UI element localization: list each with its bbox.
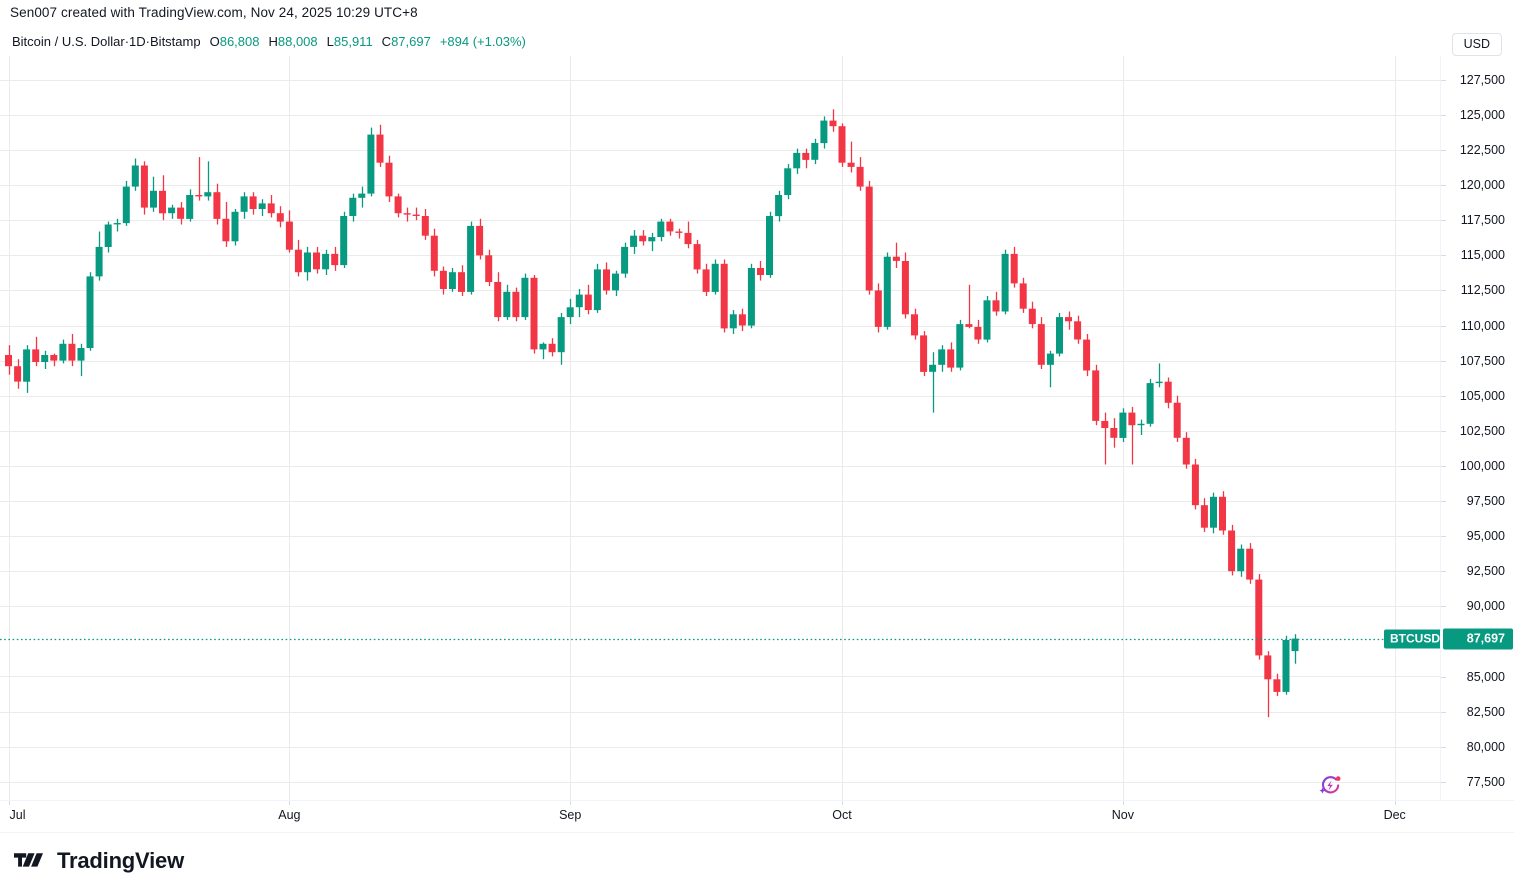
current-price-tag-symbol: BTCUSD — [1390, 631, 1440, 646]
price-tick — [1441, 781, 1446, 783]
legend-close: C87,697 — [382, 34, 431, 49]
price-label: 127,500 — [1459, 72, 1505, 87]
time-label: Oct — [832, 808, 852, 822]
price-label: 107,500 — [1459, 353, 1505, 368]
tradingview-logo[interactable]: TradingView — [14, 848, 184, 874]
footer-bar: TradingView — [0, 832, 1514, 887]
legend-high: H88,008 — [268, 34, 317, 49]
time-tick — [1123, 801, 1124, 805]
price-label: 100,000 — [1459, 458, 1505, 473]
price-tick — [1441, 430, 1446, 432]
price-tick — [1441, 571, 1446, 573]
price-tick — [1441, 536, 1446, 538]
time-label: Sep — [559, 808, 582, 822]
legend-low-value: 85,911 — [333, 34, 373, 49]
time-scale[interactable]: Jul Aug Sep Oct Nov Dec — [0, 800, 1514, 833]
price-tick — [1441, 325, 1446, 327]
legend-open-value: 86,808 — [219, 34, 260, 49]
price-label: 115,000 — [1460, 248, 1505, 263]
price-label: 125,000 — [1459, 108, 1505, 122]
candlestick-svg — [0, 56, 1440, 800]
time-tick — [570, 801, 571, 805]
time-tick — [289, 801, 290, 805]
price-tick — [1441, 255, 1446, 257]
legend-separator-2: · — [145, 34, 151, 49]
legend-high-value: 88,008 — [277, 34, 318, 49]
legend-exchange[interactable]: Bitstamp — [150, 34, 201, 49]
price-tick — [1441, 115, 1446, 116]
legend-separator-1: · — [124, 34, 130, 49]
price-tick — [1441, 290, 1446, 292]
time-tick — [1395, 801, 1396, 805]
legend-high-label: H — [268, 34, 278, 49]
price-label: 97,500 — [1466, 494, 1505, 508]
price-tick — [1441, 746, 1446, 748]
currency-pill[interactable]: USD — [1451, 33, 1502, 56]
price-tick — [1441, 395, 1446, 397]
attribution-text: Sen007 created with TradingView.com, Nov… — [10, 5, 418, 20]
price-scale[interactable]: 127,500 125,000 122,500 120,000 117,500 115,0… — [1440, 56, 1514, 800]
price-label: 120,000 — [1459, 178, 1505, 193]
legend-close-value: 87,697 — [391, 34, 431, 49]
legend-change: +894 (+1.03%) — [439, 34, 526, 49]
time-label: Aug — [278, 808, 301, 822]
price-tick — [1441, 711, 1446, 713]
price-tick — [1441, 185, 1446, 187]
price-label: 85,000 — [1466, 669, 1505, 684]
price-label: 117,500 — [1460, 213, 1505, 228]
legend-interval[interactable]: 1D — [129, 34, 146, 49]
tradingview-logo-text: TradingView — [57, 847, 184, 873]
legend-symbol[interactable]: Bitcoin / U.S. Dollar — [12, 34, 125, 49]
price-label: 95,000 — [1466, 529, 1505, 544]
price-label: 77,500 — [1466, 774, 1505, 789]
price-label: 80,000 — [1466, 739, 1505, 754]
price-tick — [1441, 465, 1446, 467]
price-label: 82,500 — [1466, 704, 1505, 719]
price-label: 110,000 — [1460, 318, 1505, 333]
legend-low: L85,911 — [327, 34, 373, 49]
ai-sparkle-icon[interactable] — [1317, 773, 1343, 799]
legend-low-label: L — [326, 34, 334, 49]
price-label: 92,500 — [1466, 564, 1505, 579]
current-price-label: 87,697 — [1443, 628, 1513, 650]
price-label: 102,500 — [1459, 423, 1505, 438]
legend-close-label: C — [381, 34, 392, 49]
price-label: 122,500 — [1459, 143, 1505, 158]
price-tick — [1441, 360, 1446, 362]
chart-legend: Bitcoin / U.S. Dollar · 1D · Bitstamp O8… — [12, 34, 526, 49]
price-tick — [1441, 501, 1446, 502]
price-tick — [1441, 150, 1446, 152]
legend-open-label: O — [209, 34, 220, 49]
time-tick — [842, 801, 843, 805]
time-label: Nov — [1111, 808, 1135, 822]
price-label: 90,000 — [1466, 599, 1505, 614]
price-tick — [1441, 606, 1446, 608]
legend-open: O86,808 — [210, 34, 260, 49]
price-label: 112,500 — [1460, 283, 1505, 298]
price-tick — [1441, 220, 1446, 222]
chart-plot-area[interactable] — [0, 56, 1440, 800]
price-tick — [1441, 79, 1446, 81]
tradingview-logo-icon — [14, 853, 43, 867]
time-label: Jul — [9, 808, 26, 822]
time-tick — [9, 801, 10, 805]
price-label: 105,000 — [1459, 388, 1505, 403]
price-tick — [1441, 676, 1446, 678]
time-label: Dec — [1383, 808, 1406, 822]
